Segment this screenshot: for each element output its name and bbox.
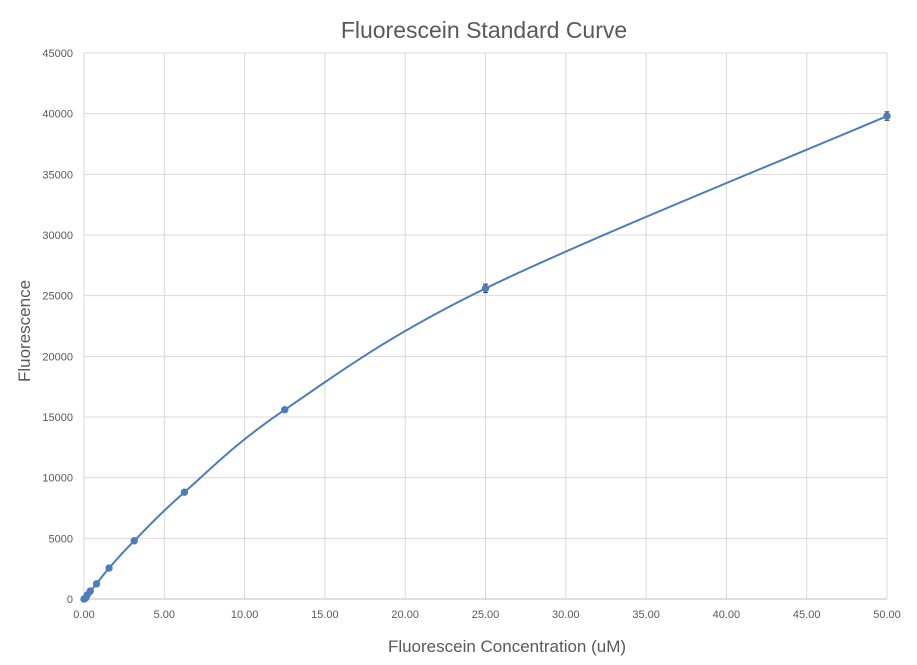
data-point[interactable] bbox=[883, 112, 891, 120]
data-point[interactable] bbox=[180, 488, 189, 496]
x-tick-label: 45.00 bbox=[793, 609, 821, 621]
data-point[interactable] bbox=[92, 580, 101, 588]
x-tick-label: 35.00 bbox=[632, 609, 660, 621]
y-tick-label: 20000 bbox=[42, 351, 73, 363]
x-tick-label: 40.00 bbox=[713, 609, 741, 621]
x-tick-label: 5.00 bbox=[154, 609, 175, 621]
data-series bbox=[80, 111, 891, 603]
data-point[interactable] bbox=[481, 284, 490, 293]
y-tick-label: 15000 bbox=[42, 412, 73, 424]
y-tick-label: 0 bbox=[67, 594, 73, 606]
y-tick-label: 40000 bbox=[42, 109, 73, 121]
x-tick-label: 50.00 bbox=[873, 609, 901, 621]
y-tick-label: 35000 bbox=[42, 169, 73, 181]
data-point[interactable] bbox=[130, 537, 138, 545]
x-tick-label: 20.00 bbox=[391, 609, 419, 621]
y-tick-label: 10000 bbox=[42, 473, 73, 485]
x-tick-label: 0.00 bbox=[73, 609, 94, 621]
x-tick-label: 30.00 bbox=[552, 609, 580, 621]
data-point[interactable] bbox=[281, 406, 289, 414]
y-tick-labels: 0 5000 10000 15000 20000 25000 30000 35000 40000… bbox=[42, 48, 73, 606]
x-tick-label: 25.00 bbox=[472, 609, 500, 621]
x-tick-label: 10.00 bbox=[231, 609, 259, 621]
x-tick-label: 15.00 bbox=[311, 609, 339, 621]
y-axis-title: Fluorescence bbox=[15, 280, 34, 382]
x-tick-labels: 0.00 5.00 10.00 15.00 20.00 25.00 30.00 35.00 40… bbox=[73, 609, 900, 621]
data-point[interactable] bbox=[86, 587, 94, 595]
y-tick-label: 5000 bbox=[49, 533, 73, 545]
y-tick-label: 45000 bbox=[42, 48, 73, 60]
x-axis-title: Fluorescein Concentration (uM) bbox=[388, 637, 626, 656]
axes bbox=[83, 53, 887, 600]
chart-title: Fluorescein Standard Curve bbox=[341, 17, 627, 43]
y-tick-label: 30000 bbox=[42, 230, 73, 242]
y-tick-label: 25000 bbox=[42, 291, 73, 303]
gridlines bbox=[84, 52, 888, 599]
data-point[interactable] bbox=[105, 564, 113, 572]
